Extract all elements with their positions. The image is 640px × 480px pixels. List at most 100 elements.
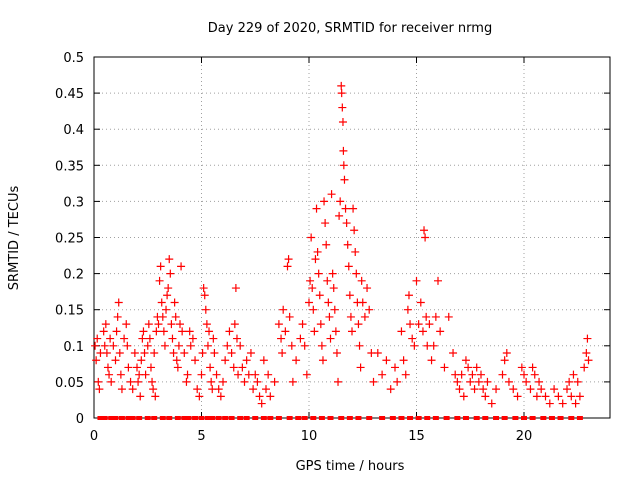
data-point: [126, 377, 135, 386]
data-point: [457, 370, 466, 379]
zero-marker: [260, 416, 267, 420]
zero-marker: [415, 416, 422, 420]
data-point: [193, 385, 202, 394]
data-point: [246, 349, 255, 358]
data-point: [302, 370, 311, 379]
zero-marker: [568, 416, 575, 420]
data-point: [504, 377, 513, 386]
data-point: [300, 341, 309, 350]
data-point: [312, 204, 321, 213]
zero-marker: [185, 416, 192, 420]
zero-marker: [424, 416, 431, 420]
data-point: [466, 377, 475, 386]
data-point: [431, 312, 440, 321]
data-point: [186, 341, 195, 350]
zero-marker: [204, 416, 211, 420]
data-point: [172, 356, 181, 365]
data-point: [113, 312, 122, 321]
data-point: [101, 320, 110, 329]
zero-marker: [159, 416, 166, 420]
zero-marker: [482, 416, 489, 420]
zero-marker: [118, 416, 125, 420]
data-point: [449, 349, 458, 358]
data-point: [459, 392, 468, 401]
data-point: [95, 385, 104, 394]
data-point: [406, 320, 415, 329]
data-point: [360, 312, 369, 321]
data-point: [200, 291, 209, 300]
data-point: [99, 327, 108, 336]
data-point: [573, 377, 582, 386]
data-point: [205, 327, 214, 336]
zero-marker: [275, 416, 282, 420]
data-point: [166, 269, 175, 278]
data-point: [331, 327, 340, 336]
data-point: [401, 370, 410, 379]
data-point: [191, 356, 200, 365]
x-tick-label: 10: [301, 429, 318, 444]
data-point: [106, 334, 115, 343]
data-point: [440, 363, 449, 372]
zero-marker: [338, 416, 345, 420]
data-point: [412, 276, 421, 285]
data-point: [156, 262, 165, 271]
data-point: [310, 327, 319, 336]
data-point: [158, 312, 167, 321]
data-point: [298, 320, 307, 329]
data-point: [182, 377, 191, 386]
data-point: [134, 377, 143, 386]
data-point: [334, 377, 343, 386]
y-tick-label: 0.3: [63, 195, 84, 210]
data-point: [120, 334, 129, 343]
data-point: [582, 349, 591, 358]
data-point: [139, 327, 148, 336]
data-point: [404, 291, 413, 300]
data-point: [288, 377, 297, 386]
zero-marker: [501, 416, 508, 420]
data-point: [583, 334, 592, 343]
data-point: [314, 269, 323, 278]
data-point: [163, 291, 172, 300]
data-point: [159, 327, 168, 336]
data-point: [144, 320, 153, 329]
data-point: [358, 298, 367, 307]
data-point: [296, 334, 305, 343]
data-point: [315, 291, 324, 300]
data-point: [335, 211, 344, 220]
data-point: [464, 363, 473, 372]
data-point: [230, 320, 239, 329]
data-point: [580, 363, 589, 372]
y-tick-label: 0: [76, 412, 84, 427]
data-point: [355, 341, 364, 350]
zero-marker: [243, 416, 250, 420]
data-point: [339, 161, 348, 170]
y-tick-label: 0.35: [55, 159, 84, 174]
data-point: [103, 363, 112, 372]
data-point: [123, 341, 132, 350]
data-point: [270, 377, 279, 386]
data-point: [209, 334, 218, 343]
zero-marker: [493, 416, 500, 420]
y-tick-label: 0.4: [63, 123, 84, 138]
data-point: [513, 392, 522, 401]
y-tick-label: 0.1: [63, 340, 84, 355]
data-point: [340, 175, 349, 184]
data-point: [162, 305, 171, 314]
zero-marker: [454, 416, 461, 420]
zero-marker: [192, 416, 199, 420]
data-point: [330, 305, 339, 314]
data-point: [393, 377, 402, 386]
data-point: [285, 312, 294, 321]
data-point: [257, 399, 266, 408]
data-point: [136, 392, 145, 401]
data-point: [479, 385, 488, 394]
data-point: [320, 197, 329, 206]
data-point: [470, 385, 479, 394]
data-point: [109, 341, 118, 350]
data-point: [170, 298, 179, 307]
data-point: [584, 356, 593, 365]
data-point: [354, 320, 363, 329]
data-point: [124, 363, 133, 372]
zero-marker: [443, 416, 450, 420]
data-point: [234, 370, 243, 379]
